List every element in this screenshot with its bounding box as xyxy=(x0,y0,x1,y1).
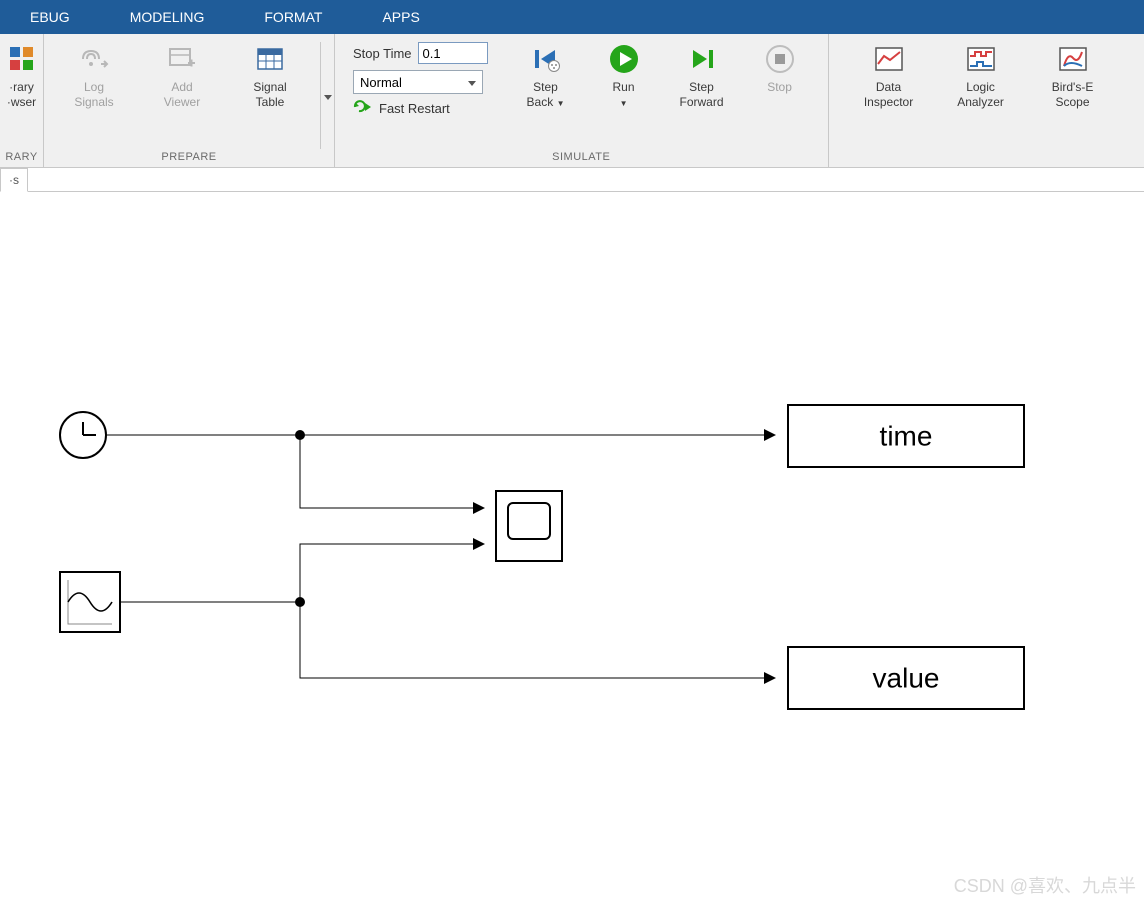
label: Table xyxy=(256,95,285,109)
label: Step xyxy=(689,80,714,94)
label: Bird's-E xyxy=(1052,80,1094,94)
tab-debug[interactable]: EBUG xyxy=(0,0,100,34)
stop-time-label: Stop Time xyxy=(353,46,412,61)
label: Fast Restart xyxy=(379,101,450,116)
signal-line[interactable] xyxy=(300,435,484,508)
label: Step xyxy=(533,80,558,94)
label: ·rary xyxy=(9,80,34,94)
tab-label: EBUG xyxy=(30,9,70,25)
signal-junction xyxy=(295,430,305,440)
label: Signal xyxy=(253,80,286,94)
tab-modeling[interactable]: MODELING xyxy=(100,0,235,34)
block-label: value xyxy=(873,663,940,694)
label: Run xyxy=(613,80,635,94)
group-caption: PREPARE xyxy=(44,149,334,167)
prepare-expand-button[interactable] xyxy=(320,42,334,149)
ribbon-group-library: ·rary·wser RARY xyxy=(0,34,44,167)
label: Analyzer xyxy=(957,95,1004,109)
signal-line[interactable] xyxy=(300,602,775,678)
block-diagram: time value xyxy=(0,192,1144,902)
label: Stop xyxy=(767,80,792,94)
mode-value: Normal xyxy=(360,75,402,90)
log-signals-button[interactable]: LogSignals xyxy=(64,42,124,110)
tab-apps[interactable]: APPS xyxy=(352,0,449,34)
model-tab-row: ·s xyxy=(0,168,1144,192)
data-inspector-icon xyxy=(872,42,906,76)
tab-label: MODELING xyxy=(130,9,205,25)
label: Viewer xyxy=(164,95,200,109)
label: Scope xyxy=(1056,95,1090,109)
library-browser-button[interactable]: ·rary·wser xyxy=(4,42,39,110)
label: Data xyxy=(876,80,901,94)
menu-tab-bar: EBUG MODELING FORMAT APPS xyxy=(0,0,1144,34)
label: Logic xyxy=(966,80,995,94)
fast-restart-button[interactable]: Fast Restart xyxy=(353,100,488,117)
signal-line[interactable] xyxy=(300,544,484,602)
label: Log xyxy=(84,80,104,94)
block-scope[interactable] xyxy=(496,491,562,561)
step-back-icon xyxy=(529,42,563,76)
simulation-mode-select[interactable]: Normal xyxy=(353,70,483,94)
birds-eye-scope-button[interactable]: Bird's-EScope xyxy=(1043,42,1103,110)
chevron-down-icon xyxy=(468,81,476,86)
group-caption xyxy=(829,149,1144,167)
ribbon-group-prepare: LogSignals AddViewer xyxy=(44,34,335,167)
stop-button[interactable]: Stop xyxy=(750,42,810,95)
ribbon-group-simulate: Stop Time Normal Fast Restart xyxy=(335,34,829,167)
tab-format[interactable]: FORMAT xyxy=(234,0,352,34)
library-browser-icon xyxy=(5,42,39,76)
stop-time-input[interactable] xyxy=(418,42,488,64)
label: Signals xyxy=(74,95,113,109)
block-label: time xyxy=(880,421,933,452)
label: ·wser xyxy=(7,95,36,109)
tab-text: ·s xyxy=(9,173,19,187)
block-clock[interactable] xyxy=(60,412,106,458)
block-outTime[interactable]: time xyxy=(788,405,1024,467)
log-signals-icon xyxy=(77,42,111,76)
group-caption: RARY xyxy=(0,149,43,167)
run-button[interactable]: Run▼ xyxy=(594,42,654,111)
signal-table-icon xyxy=(253,42,287,76)
stop-icon xyxy=(763,42,797,76)
label: Back xyxy=(527,95,554,109)
block-outValue[interactable]: value xyxy=(788,647,1024,709)
run-icon xyxy=(607,42,641,76)
step-forward-icon xyxy=(685,42,719,76)
step-back-button[interactable]: StepBack ▼ xyxy=(516,42,576,111)
logic-analyzer-button[interactable]: LogicAnalyzer xyxy=(951,42,1011,110)
tab-label: APPS xyxy=(382,9,419,25)
label: Forward xyxy=(680,95,724,109)
add-viewer-button[interactable]: AddViewer xyxy=(152,42,212,110)
group-caption: SIMULATE xyxy=(335,149,828,167)
model-tab[interactable]: ·s xyxy=(0,168,28,192)
fast-restart-icon xyxy=(353,100,373,117)
logic-analyzer-icon xyxy=(964,42,998,76)
simulink-canvas[interactable]: timevalue CSDN @喜欢、九点半 xyxy=(0,192,1144,902)
tab-label: FORMAT xyxy=(264,9,322,25)
signal-junction xyxy=(295,597,305,607)
data-inspector-button[interactable]: DataInspector xyxy=(859,42,919,110)
block-sine[interactable] xyxy=(60,572,120,632)
add-viewer-icon xyxy=(165,42,199,76)
label: Inspector xyxy=(864,95,913,109)
ribbon-group-review: DataInspector LogicAnalyzer xyxy=(829,34,1144,167)
signal-table-button[interactable]: SignalTable xyxy=(240,42,300,110)
step-forward-button[interactable]: StepForward xyxy=(672,42,732,110)
birds-eye-scope-icon xyxy=(1056,42,1090,76)
label: Add xyxy=(171,80,192,94)
ribbon-toolbar: ·rary·wser RARY LogSignals xyxy=(0,34,1144,168)
